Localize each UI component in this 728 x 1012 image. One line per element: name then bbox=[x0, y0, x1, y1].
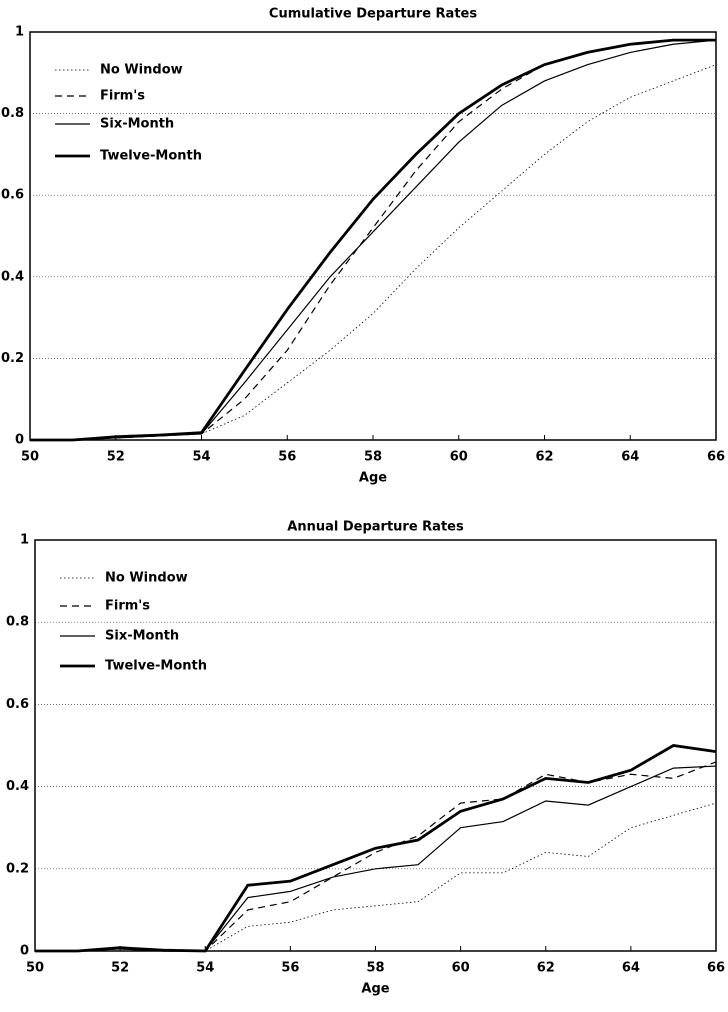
legend-label: Twelve-Month bbox=[100, 149, 202, 164]
x-tick-label: 52 bbox=[111, 961, 129, 976]
x-tick-label: 56 bbox=[281, 961, 299, 976]
y-tick-label: 0.6 bbox=[1, 188, 24, 203]
chart-title: Annual Departure Rates bbox=[287, 520, 464, 535]
plot-frame bbox=[29, 31, 717, 441]
y-tick-label: 1 bbox=[15, 25, 24, 40]
x-tick-label: 54 bbox=[196, 961, 214, 976]
x-tick-label: 52 bbox=[107, 450, 125, 465]
x-tick-label: 56 bbox=[278, 450, 296, 465]
y-tick-label: 0.6 bbox=[6, 697, 29, 712]
legend-label: Six-Month bbox=[100, 117, 174, 132]
legend-label: Firm's bbox=[100, 89, 145, 104]
x-tick-label: 54 bbox=[192, 450, 210, 465]
legend-label: Firm's bbox=[105, 599, 150, 614]
series-line bbox=[35, 744, 717, 953]
legend-label: No Window bbox=[100, 63, 183, 78]
y-tick-label: 0.8 bbox=[6, 615, 29, 630]
y-tick-label: 0 bbox=[20, 944, 29, 959]
x-tick-label: 66 bbox=[707, 450, 725, 465]
x-tick-label: 64 bbox=[622, 961, 640, 976]
x-tick-label: 58 bbox=[366, 961, 384, 976]
x-tick-label: 50 bbox=[21, 450, 39, 465]
y-tick-label: 0.8 bbox=[1, 106, 24, 121]
y-tick-label: 0.4 bbox=[1, 269, 24, 284]
series-line bbox=[35, 802, 717, 952]
series-line bbox=[35, 761, 717, 952]
y-tick-label: 1 bbox=[20, 533, 29, 548]
x-axis-label: Age bbox=[361, 982, 389, 997]
series-line bbox=[35, 765, 717, 952]
legend-label: No Window bbox=[105, 571, 188, 586]
plot-frame bbox=[34, 539, 717, 952]
legend-label: Six-Month bbox=[105, 629, 179, 644]
x-tick-label: 62 bbox=[537, 961, 555, 976]
x-tick-label: 60 bbox=[450, 450, 468, 465]
x-tick-label: 60 bbox=[452, 961, 470, 976]
y-tick-label: 0.2 bbox=[1, 351, 24, 366]
x-tick-label: 64 bbox=[621, 450, 639, 465]
y-tick-label: 0 bbox=[15, 433, 24, 448]
x-tick-label: 62 bbox=[535, 450, 553, 465]
chart-title: Cumulative Departure Rates bbox=[269, 7, 477, 22]
legend-label: Twelve-Month bbox=[105, 659, 207, 674]
x-tick-label: 50 bbox=[26, 961, 44, 976]
x-tick-label: 58 bbox=[364, 450, 382, 465]
series-line bbox=[30, 38, 716, 442]
y-tick-label: 0.2 bbox=[6, 861, 29, 876]
y-tick-label: 0.4 bbox=[6, 779, 29, 794]
x-axis-label: Age bbox=[359, 471, 387, 486]
x-tick-label: 66 bbox=[707, 961, 725, 976]
